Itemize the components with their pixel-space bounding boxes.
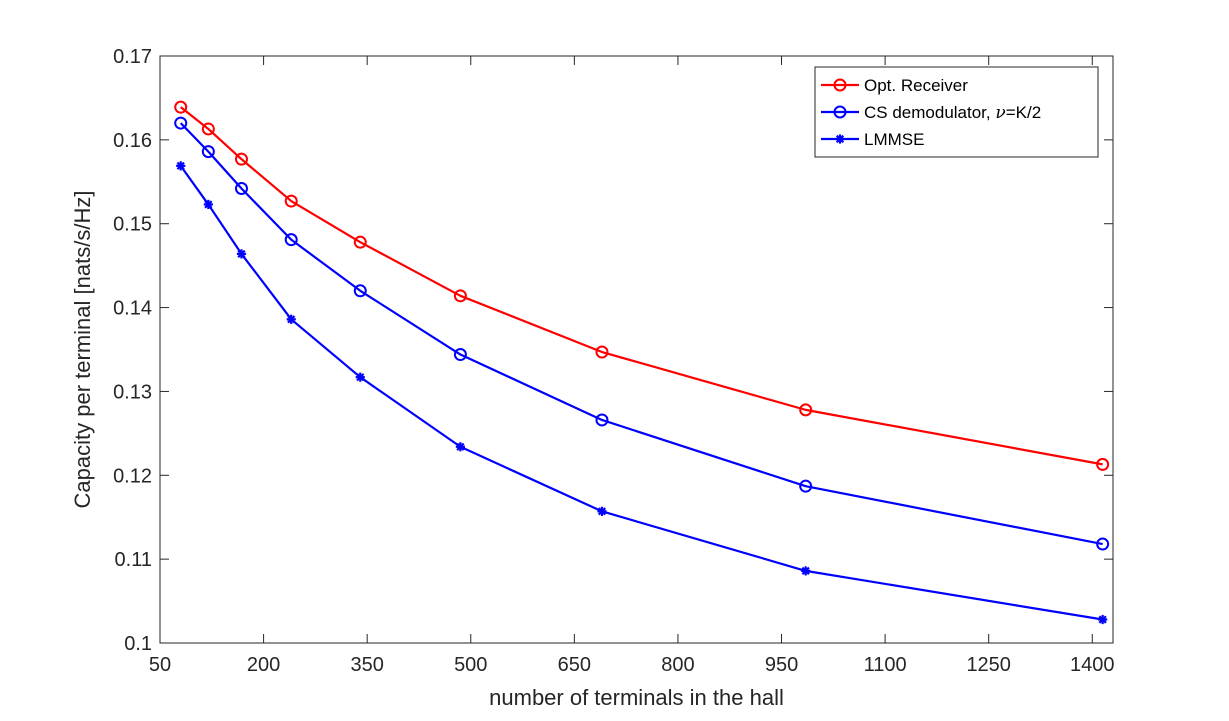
series-2-point	[353, 284, 367, 298]
ticks-layer: 50 200 350 500 650 800 950 1100 1250 1400 0.1 0.11 0…	[113, 46, 1114, 676]
x-tick-label: 50	[149, 654, 171, 676]
y-tick-label: 0.1	[124, 633, 152, 655]
series-3-point	[801, 566, 811, 576]
y-tick-label: 0.12	[113, 465, 152, 487]
series-1-point	[284, 194, 298, 208]
series-3-point-stroke	[456, 442, 465, 451]
series-3-point-stroke	[356, 373, 365, 382]
series-3-point-stroke	[176, 161, 185, 170]
legend-label-suffix: =K/2	[1006, 103, 1041, 122]
x-tick-label: 350	[350, 654, 383, 676]
legend-label: CS demodulator, ν=K/2	[864, 103, 1041, 123]
legend-box	[814, 66, 1099, 158]
y-tick-label: 0.13	[113, 381, 152, 403]
series-1-point	[1096, 457, 1110, 471]
x-tick-label: 500	[454, 654, 487, 676]
series-3-point-stroke	[204, 200, 213, 209]
legend-label-text: CS demodulator,	[864, 103, 995, 122]
series-1-point	[453, 289, 467, 303]
series-2-point	[201, 145, 215, 159]
series-3-point	[203, 199, 213, 210]
x-tick-label: 1250	[966, 654, 1011, 676]
y-tick-label: 0.17	[113, 46, 152, 68]
series-2-point	[799, 479, 813, 493]
series-1-point	[353, 235, 367, 249]
series-layer	[174, 100, 1110, 625]
legend[interactable]: Opt. Receiver CS demodulator, ν=K/2 LMMSE	[814, 66, 1099, 158]
series-1-point	[595, 345, 609, 359]
series-2-point	[174, 116, 188, 130]
x-tick-label: 950	[765, 654, 798, 676]
legend-marker-stroke	[835, 134, 845, 144]
series-3-point	[355, 372, 365, 382]
y-tick-label: 0.15	[113, 214, 152, 236]
series-3-point	[455, 442, 466, 452]
y-tick-label: 0.16	[113, 130, 152, 152]
y-tick-label: 0.14	[113, 298, 152, 320]
series-3-point-stroke	[597, 507, 607, 516]
x-tick-label: 1400	[1070, 654, 1115, 676]
series-3-point	[236, 249, 247, 259]
legend-label-text: Opt. Receiver	[864, 76, 968, 95]
series-1-point	[174, 100, 188, 114]
series-3-point-stroke	[1098, 615, 1107, 624]
series-2-point	[453, 348, 467, 362]
legend-marker	[833, 78, 847, 92]
legend-label-text: LMMSE	[864, 130, 924, 149]
x-tick-label: 800	[661, 654, 694, 676]
series-3	[176, 161, 1108, 625]
legend-label-nu: ν	[995, 103, 1005, 123]
series-1-line	[180, 106, 1103, 466]
series-2	[174, 116, 1110, 551]
series-3-point-stroke	[237, 249, 246, 258]
series-1-point	[799, 403, 813, 417]
series-3-point	[286, 314, 296, 324]
series-3-point	[176, 161, 186, 171]
series-2-point	[234, 181, 248, 195]
series-2-line	[179, 122, 1103, 546]
legend-entry-1[interactable]: Opt. Receiver	[821, 76, 968, 95]
series-3-point	[597, 506, 607, 516]
series-2-point	[595, 413, 609, 427]
legend-marker	[835, 134, 845, 144]
series-2-point	[1096, 537, 1110, 551]
x-tick-label: 650	[558, 654, 591, 676]
legend-label: Opt. Receiver	[864, 76, 968, 95]
series-3-point	[1098, 614, 1108, 625]
legend-entry-3[interactable]: LMMSE	[821, 130, 924, 149]
y-axis-label: Capacity per terminal [nats/s/Hz]	[70, 191, 95, 509]
series-1-point	[201, 122, 215, 136]
legend-label: LMMSE	[864, 130, 924, 149]
series-1	[174, 100, 1110, 471]
y-tick-label: 0.11	[115, 549, 152, 571]
x-axis-label: number of terminals in the hall	[489, 685, 784, 710]
series-1-point	[234, 152, 248, 166]
legend-marker	[833, 105, 847, 119]
x-tick-label: 200	[247, 654, 280, 676]
series-3-point-stroke	[801, 566, 810, 575]
series-3-point-stroke	[287, 315, 296, 324]
x-tick-label: 1100	[864, 654, 907, 676]
legend-entry-2[interactable]: CS demodulator, ν=K/2	[821, 103, 1041, 123]
series-2-point	[284, 233, 298, 247]
